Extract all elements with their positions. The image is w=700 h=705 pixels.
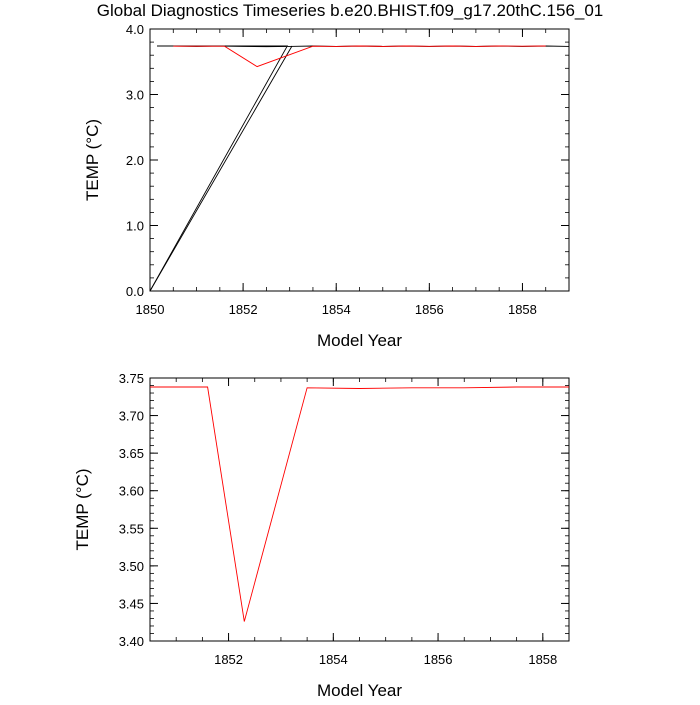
bottom-y-tick-label: 3.65 xyxy=(119,446,144,461)
top-y-tick-label: 2.0 xyxy=(126,153,144,168)
bottom-y-axis-label: TEMP (°C) xyxy=(73,468,92,550)
bottom-y-tick-label: 3.60 xyxy=(119,484,144,499)
bottom-y-tick-label: 3.50 xyxy=(119,559,144,574)
bottom-x-tick-label: 1856 xyxy=(424,652,453,667)
top-y-tick-label: 0.0 xyxy=(126,284,144,299)
bottom-y-tick-label: 3.55 xyxy=(119,521,144,536)
top-x-tick-label: 1852 xyxy=(229,302,258,317)
bottom-x-axis-label: Model Year xyxy=(317,681,402,700)
top-y-tick-label: 4.0 xyxy=(126,22,144,37)
bottom-y-tick-label: 3.45 xyxy=(119,596,144,611)
bottom-series-line-1 xyxy=(150,386,569,622)
top-x-tick-label: 1850 xyxy=(136,302,165,317)
bottom-y-tick-label: 3.70 xyxy=(119,409,144,424)
bottom-x-tick-label: 1852 xyxy=(214,652,243,667)
top-series-line-1 xyxy=(149,45,570,292)
bottom-plot-frame xyxy=(149,377,570,642)
top-series-line-3 xyxy=(173,45,546,68)
bottom-y-tick-label: 3.75 xyxy=(119,371,144,386)
top-y-axis-label: TEMP (°C) xyxy=(83,119,102,201)
bottom-x-tick-label: 1858 xyxy=(528,652,557,667)
top-x-tick-label: 1856 xyxy=(415,302,444,317)
top-plot-frame xyxy=(149,28,570,292)
top-y-tick-label: 1.0 xyxy=(126,219,144,234)
top-series-line-2 xyxy=(149,45,293,292)
top-x-tick-label: 1854 xyxy=(322,302,351,317)
top-x-tick-label: 1858 xyxy=(508,302,537,317)
top-x-axis-label: Model Year xyxy=(317,331,402,350)
bottom-x-tick-label: 1854 xyxy=(319,652,348,667)
figure-title: Global Diagnostics Timeseries b.e20.BHIS… xyxy=(96,1,604,20)
bottom-y-tick-label: 3.40 xyxy=(119,634,144,649)
top-y-tick-label: 3.0 xyxy=(126,88,144,103)
